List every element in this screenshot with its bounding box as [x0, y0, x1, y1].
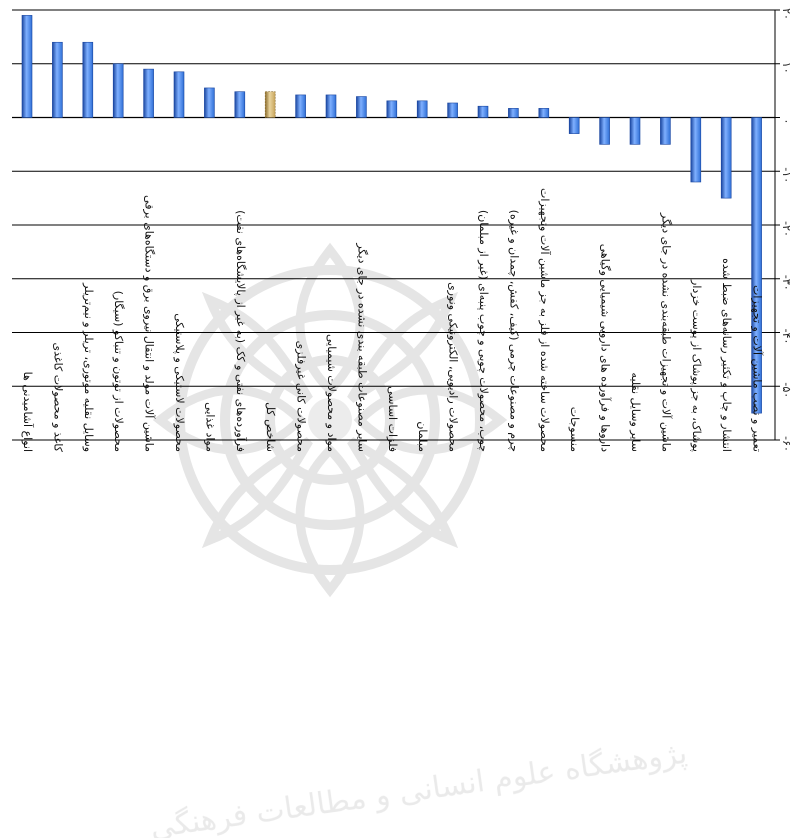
- y-tick-label: -۲۰: [780, 221, 793, 237]
- watermark-emblem: [152, 242, 508, 598]
- category-label: چرم و مصنوعات چرمی (کیف، کفش، چمدان و غی…: [507, 210, 520, 452]
- bar: [82, 41, 94, 118]
- category-label: محصولات رادیویی، الکترونیکی ونوری: [447, 282, 460, 452]
- bar: [112, 63, 124, 118]
- bar: [690, 117, 702, 183]
- bar: [508, 108, 519, 118]
- category-label: شاخص کل: [264, 402, 277, 452]
- watermark-text: پژوهشگاه علوم انسانی و مطالعات فرهنگی: [148, 736, 689, 838]
- category-label: فرآورده‌های نفتی و کک (به غیر از پالایشگ…: [234, 210, 248, 452]
- category-label: ماشین آلات و تجهیزات طبقه‌بندی نشده در ج…: [659, 212, 673, 452]
- y-tick-label: ۰: [780, 119, 793, 125]
- y-tick-label: -۴۰: [780, 329, 793, 345]
- gridlines: [12, 9, 775, 441]
- category-label: چوب، محصولات چوبی و چوب پنبه‌ای (غیر از …: [477, 210, 490, 452]
- y-tick-label: ۱۰: [780, 62, 793, 74]
- bar: [568, 117, 580, 134]
- bar: [629, 117, 641, 145]
- bar: [447, 102, 458, 118]
- category-label: ماشین آلات مولد و انتقال نیروی برق و دست…: [143, 195, 157, 452]
- category-label: محصولات از توتون و تنباکو (سیگار): [112, 291, 125, 453]
- category-label: وسایل نقلیه موتوری، تریلر و نیم‌تریلر: [82, 282, 95, 452]
- category-label: مبلمان: [416, 421, 429, 452]
- y-tick-label: -۶۰: [780, 436, 793, 452]
- y-tick-label: -۱۰: [780, 167, 793, 183]
- bar: [143, 68, 154, 118]
- bar: [52, 41, 63, 118]
- bar: [234, 91, 246, 118]
- bar: [751, 117, 762, 414]
- y-tick-label: ۲۰: [780, 8, 793, 20]
- bars: [21, 15, 762, 414]
- bar: [295, 94, 306, 118]
- category-label: انواع آشامیدنی ها: [21, 372, 35, 452]
- category-labels: انواع آشامیدنی ها کاغذ و محصولات کاغذی وسا…: [21, 188, 765, 453]
- category-label: کاغذ و محصولات کاغذی: [51, 343, 64, 453]
- bar-highlight: [264, 91, 276, 118]
- category-label: سایر مصنوعات طبقه بندی نشده در جای دیگر: [355, 242, 368, 452]
- bar: [173, 71, 185, 118]
- category-label: محصولات لاستیکی و پلاستیکی: [173, 313, 186, 452]
- bar: [416, 100, 428, 118]
- bar: [599, 117, 610, 145]
- category-label: انتشار و چاپ و تکثیر رسانه‌های ضبط شده: [720, 258, 733, 452]
- bar: [538, 108, 550, 118]
- category-label: پوشاک، به جز پوشاک از پوست خزدار: [690, 279, 703, 452]
- bar: [720, 117, 732, 199]
- bar: [204, 87, 215, 118]
- category-label: محصولات کانی غیرفلزی: [295, 341, 308, 452]
- y-tick-label: -۵۰: [780, 382, 793, 398]
- bar: [325, 94, 337, 118]
- category-label: منسوجات: [568, 407, 581, 452]
- bar: [21, 15, 33, 118]
- category-label: داروها و فرآورده های دارویی شیمیایی وگیا…: [599, 244, 613, 452]
- bar: [660, 117, 671, 145]
- bar: [386, 100, 398, 118]
- category-label: سایر وسایل نقلیه: [629, 373, 642, 452]
- bar: [477, 105, 489, 118]
- category-label: محصولات ساخته شده از فلز به جز ماشین آلا…: [538, 188, 552, 452]
- category-label: مواد و محصولات شیمیایی: [325, 334, 338, 452]
- y-tick-label: -۳۰: [780, 275, 793, 291]
- category-label: تعمیر و نصب ماشین آلات و تجهیزات: [751, 285, 765, 452]
- category-label: فلزات اساسی: [386, 386, 399, 452]
- category-label: مواد غذایی: [203, 402, 216, 452]
- y-axis: ۲۰ ۱۰ ۰ -۱۰ -۲۰ -۳۰ -۴۰ -۵۰ -۶۰: [774, 8, 793, 452]
- bar: [356, 96, 367, 118]
